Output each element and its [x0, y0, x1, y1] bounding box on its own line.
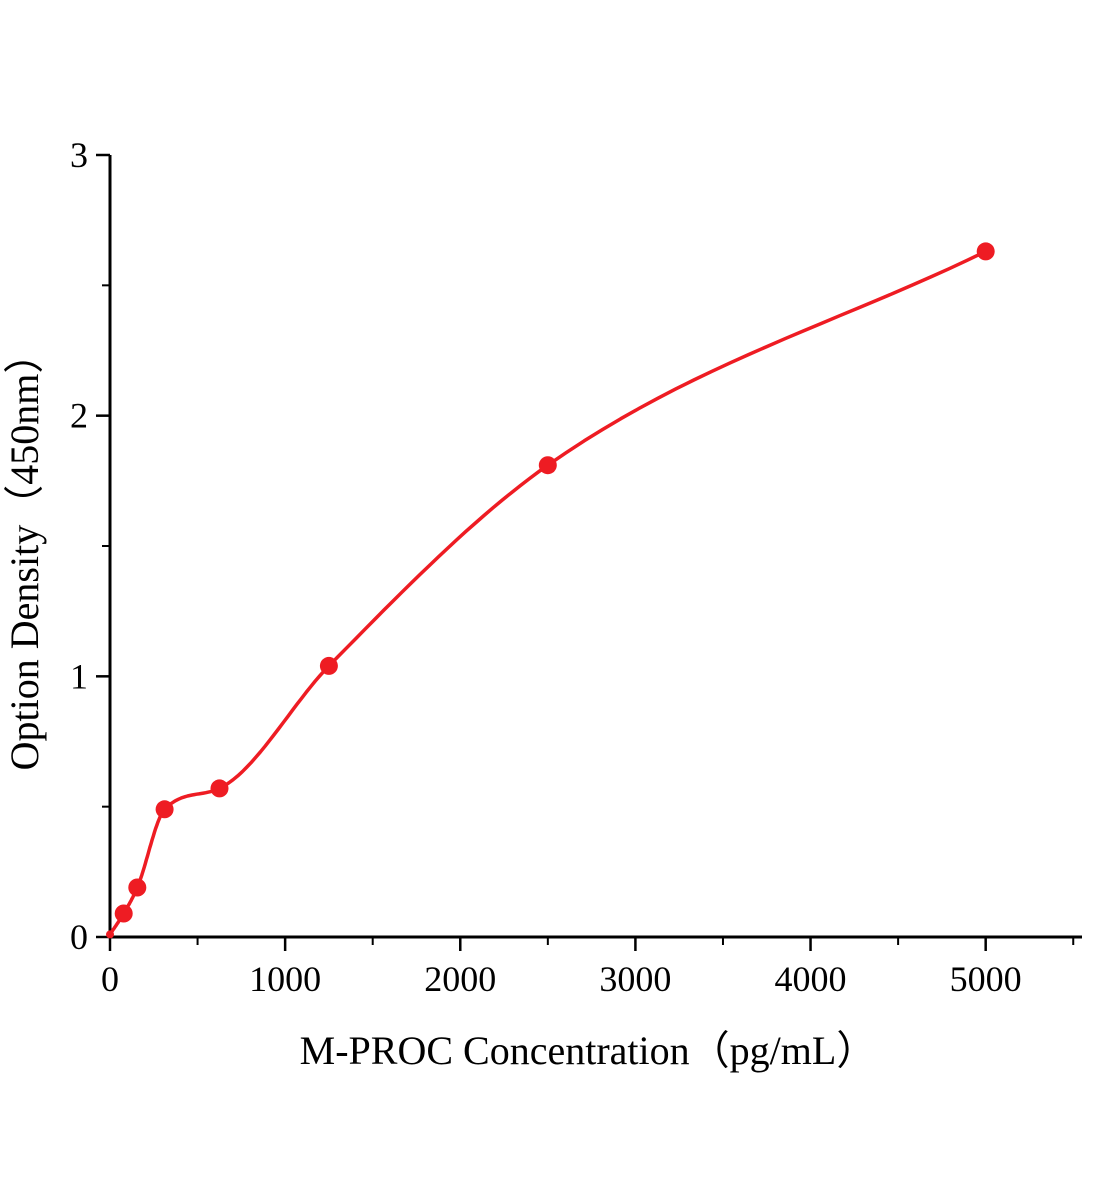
- y-tick-label: 0: [70, 917, 88, 957]
- data-point: [114, 904, 133, 923]
- data-point: [106, 930, 114, 939]
- axes: 0 1000 2000 3000 4000 5000 0 1 2 3: [70, 135, 1082, 999]
- y-axis-title: Option Density（450nm）: [2, 334, 47, 771]
- y-tick-label: 1: [70, 656, 88, 696]
- data-point: [319, 656, 338, 675]
- data-point: [128, 878, 147, 897]
- data-point: [976, 242, 995, 261]
- x-tick-label: 2000: [424, 959, 496, 999]
- fit-curve-layer: [108, 249, 988, 937]
- data-point: [538, 456, 557, 475]
- x-tick-label: 5000: [950, 959, 1022, 999]
- data-point: [210, 779, 229, 798]
- y-tick-label: 3: [70, 135, 88, 175]
- x-tick-label: 0: [101, 959, 119, 999]
- data-point: [155, 800, 174, 819]
- x-axis-title: M-PROC Concentration（pg/mL）: [300, 1028, 877, 1073]
- y-tick-label: 2: [70, 396, 88, 436]
- x-tick-label: 1000: [249, 959, 321, 999]
- x-tick-label: 4000: [775, 959, 847, 999]
- data-points-layer: [106, 242, 995, 939]
- fit-curve: [108, 249, 988, 937]
- x-tick-label: 3000: [599, 959, 671, 999]
